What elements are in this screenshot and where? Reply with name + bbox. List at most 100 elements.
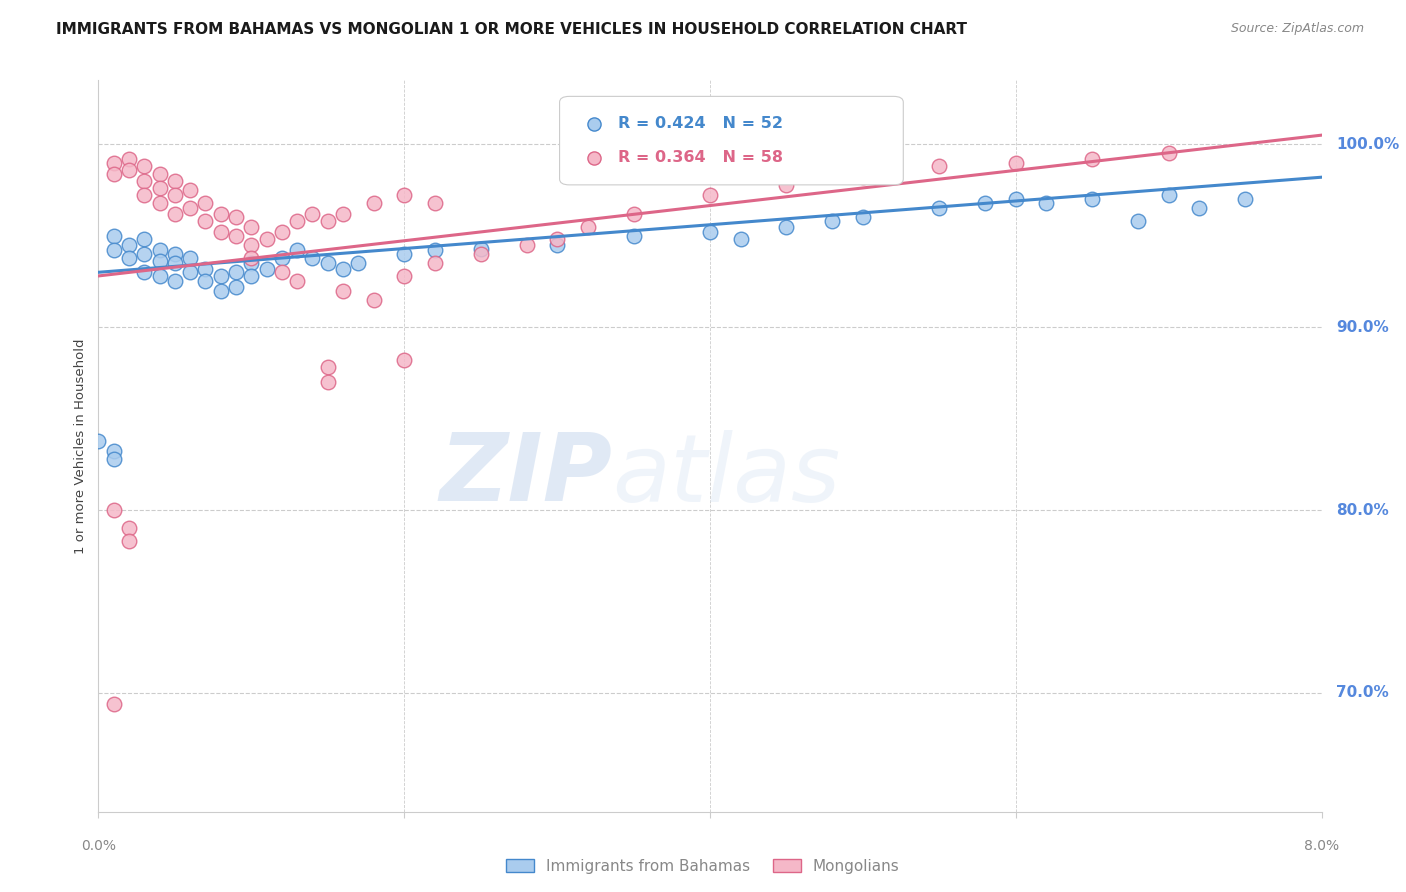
- Point: [270, 225, 294, 239]
- FancyBboxPatch shape: [560, 96, 903, 185]
- Point: [194, 214, 217, 228]
- Point: [1004, 192, 1026, 206]
- Point: [103, 451, 125, 466]
- Point: [240, 219, 263, 234]
- Legend: Immigrants from Bahamas, Mongolians: Immigrants from Bahamas, Mongolians: [501, 853, 905, 880]
- Point: [209, 284, 232, 298]
- Point: [1157, 188, 1180, 202]
- Point: [118, 238, 141, 252]
- Point: [270, 251, 294, 265]
- Point: [285, 214, 308, 228]
- Point: [194, 195, 217, 210]
- Point: [134, 265, 156, 279]
- Point: [209, 225, 232, 239]
- Text: 90.0%: 90.0%: [1336, 319, 1389, 334]
- Point: [225, 280, 247, 294]
- Point: [134, 232, 156, 246]
- Point: [928, 201, 950, 215]
- Point: [546, 232, 568, 246]
- Point: [103, 228, 125, 243]
- Point: [347, 256, 370, 270]
- Text: IMMIGRANTS FROM BAHAMAS VS MONGOLIAN 1 OR MORE VEHICLES IN HOUSEHOLD CORRELATION: IMMIGRANTS FROM BAHAMAS VS MONGOLIAN 1 O…: [56, 22, 967, 37]
- Point: [179, 201, 201, 215]
- Point: [163, 207, 186, 221]
- Point: [332, 284, 354, 298]
- Point: [87, 434, 110, 448]
- Point: [332, 207, 354, 221]
- Point: [775, 219, 797, 234]
- Point: [240, 256, 263, 270]
- Point: [852, 211, 875, 225]
- Point: [316, 360, 339, 375]
- Point: [225, 228, 247, 243]
- Point: [301, 207, 323, 221]
- Point: [149, 244, 172, 258]
- Point: [240, 251, 263, 265]
- Point: [423, 195, 446, 210]
- Point: [928, 159, 950, 173]
- Point: [1081, 192, 1104, 206]
- Point: [194, 261, 217, 276]
- Point: [240, 268, 263, 283]
- Point: [470, 247, 492, 261]
- Point: [163, 256, 186, 270]
- Point: [423, 256, 446, 270]
- Point: [103, 444, 125, 458]
- Point: [699, 188, 721, 202]
- Point: [134, 188, 156, 202]
- Point: [316, 256, 339, 270]
- Point: [256, 232, 278, 246]
- Point: [821, 214, 844, 228]
- Point: [225, 211, 247, 225]
- Point: [163, 188, 186, 202]
- Point: [730, 232, 752, 246]
- Point: [256, 261, 278, 276]
- Text: 8.0%: 8.0%: [1305, 839, 1339, 853]
- Text: Source: ZipAtlas.com: Source: ZipAtlas.com: [1230, 22, 1364, 36]
- Point: [149, 254, 172, 268]
- Point: [103, 697, 125, 711]
- Point: [103, 155, 125, 169]
- Point: [103, 503, 125, 517]
- Point: [316, 375, 339, 389]
- Point: [576, 219, 599, 234]
- Point: [974, 195, 997, 210]
- Point: [516, 238, 538, 252]
- Point: [363, 195, 385, 210]
- Point: [179, 183, 201, 197]
- Point: [103, 167, 125, 181]
- Point: [285, 244, 308, 258]
- Point: [118, 534, 141, 549]
- Point: [179, 265, 201, 279]
- Point: [163, 174, 186, 188]
- Point: [392, 268, 416, 283]
- Point: [163, 274, 186, 288]
- Point: [209, 268, 232, 283]
- Point: [194, 274, 217, 288]
- Point: [118, 162, 141, 177]
- Point: [118, 521, 141, 535]
- Point: [1128, 214, 1150, 228]
- Point: [363, 293, 385, 307]
- Point: [775, 178, 797, 192]
- Point: [118, 251, 141, 265]
- Point: [470, 242, 492, 256]
- Point: [240, 238, 263, 252]
- Point: [392, 247, 416, 261]
- Point: [285, 274, 308, 288]
- Point: [423, 244, 446, 258]
- Point: [699, 225, 721, 239]
- Point: [103, 244, 125, 258]
- Point: [149, 268, 172, 283]
- Point: [149, 181, 172, 195]
- Point: [134, 174, 156, 188]
- Text: atlas: atlas: [612, 430, 841, 521]
- Point: [1157, 146, 1180, 161]
- Point: [1081, 152, 1104, 166]
- Text: 80.0%: 80.0%: [1336, 502, 1389, 517]
- Point: [546, 238, 568, 252]
- Point: [134, 247, 156, 261]
- Point: [149, 167, 172, 181]
- Point: [1035, 195, 1057, 210]
- Point: [623, 228, 645, 243]
